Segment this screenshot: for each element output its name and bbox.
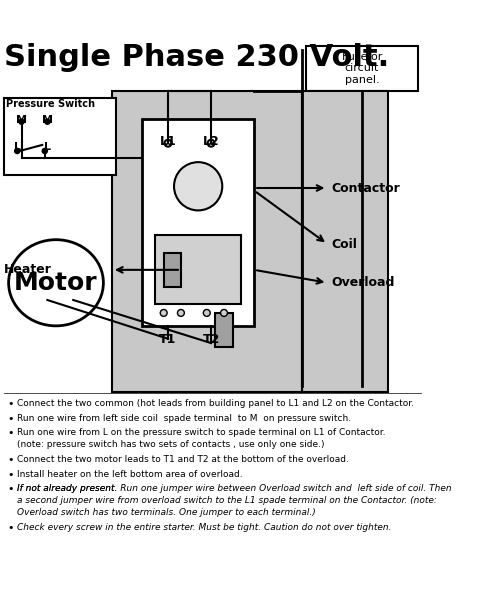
Circle shape — [160, 310, 167, 316]
Text: Run one wire from left side coil  spade terminal  to M  on pressure switch.: Run one wire from left side coil spade t… — [17, 414, 351, 423]
Circle shape — [177, 310, 184, 316]
Text: Check every screw in the entire starter. Must be tight. Caution do not over tigh: Check every screw in the entire starter.… — [17, 523, 392, 532]
Text: Connect the two motor leads to T1 and T2 at the bottom of the overload.: Connect the two motor leads to T1 and T2… — [17, 455, 349, 464]
Text: •: • — [7, 484, 13, 494]
Text: •: • — [7, 399, 13, 409]
Text: Heater: Heater — [4, 263, 52, 277]
Ellipse shape — [8, 239, 103, 326]
Text: T2: T2 — [203, 333, 220, 346]
Circle shape — [42, 148, 47, 154]
Text: Coil: Coil — [331, 238, 358, 251]
Text: Contactor: Contactor — [331, 182, 401, 194]
Circle shape — [220, 310, 227, 316]
Bar — [142, 119, 254, 326]
Text: M: M — [42, 115, 53, 125]
Text: T1: T1 — [159, 333, 177, 346]
Text: Pressure Switch: Pressure Switch — [6, 99, 95, 109]
Circle shape — [45, 119, 50, 124]
Text: •: • — [7, 470, 13, 480]
Bar — [215, 313, 233, 347]
Bar — [301, 91, 388, 392]
Bar — [4, 98, 116, 175]
Text: (note: pressure switch has two sets of contacts , use only one side.): (note: pressure switch has two sets of c… — [17, 440, 325, 449]
Bar — [155, 235, 241, 304]
Bar — [164, 253, 181, 287]
Text: •: • — [7, 523, 13, 533]
Text: L: L — [44, 142, 51, 152]
Text: Connect the two common (hot leads from building panel to L1 and L2 on the Contac: Connect the two common (hot leads from b… — [17, 399, 414, 408]
Bar — [112, 91, 301, 392]
Text: L: L — [14, 142, 21, 152]
Circle shape — [19, 119, 24, 124]
Text: Run one wire from L on the pressure switch to spade terminal on L1 of Contactor.: Run one wire from L on the pressure swit… — [17, 428, 386, 437]
Text: Single Phase 230 Volt.: Single Phase 230 Volt. — [4, 43, 390, 72]
Text: •: • — [7, 455, 13, 465]
Text: L1: L1 — [160, 134, 176, 148]
Circle shape — [204, 310, 210, 316]
Text: If not already present.: If not already present. — [17, 484, 118, 493]
Text: L2: L2 — [203, 134, 219, 148]
Text: •: • — [7, 414, 13, 424]
Text: •: • — [7, 428, 13, 439]
Text: M: M — [16, 115, 27, 125]
Text: If not already present. Run one jumper wire between Overload switch and  left si: If not already present. Run one jumper w… — [17, 484, 452, 493]
Text: Install heater on the left bottom area of overload.: Install heater on the left bottom area o… — [17, 470, 243, 479]
Circle shape — [15, 148, 20, 154]
Text: Overload: Overload — [331, 276, 395, 289]
Circle shape — [174, 162, 222, 211]
Text: Overload switch has two terminals. One jumper to each terminal.): Overload switch has two terminals. One j… — [17, 508, 316, 517]
Text: a second jumper wire from overload switch to the L1 spade terminal on the Contac: a second jumper wire from overload switc… — [17, 496, 437, 505]
Bar — [306, 46, 418, 91]
Text: Fuse or
circuit
panel.: Fuse or circuit panel. — [342, 52, 382, 85]
Text: Motor: Motor — [14, 271, 98, 295]
